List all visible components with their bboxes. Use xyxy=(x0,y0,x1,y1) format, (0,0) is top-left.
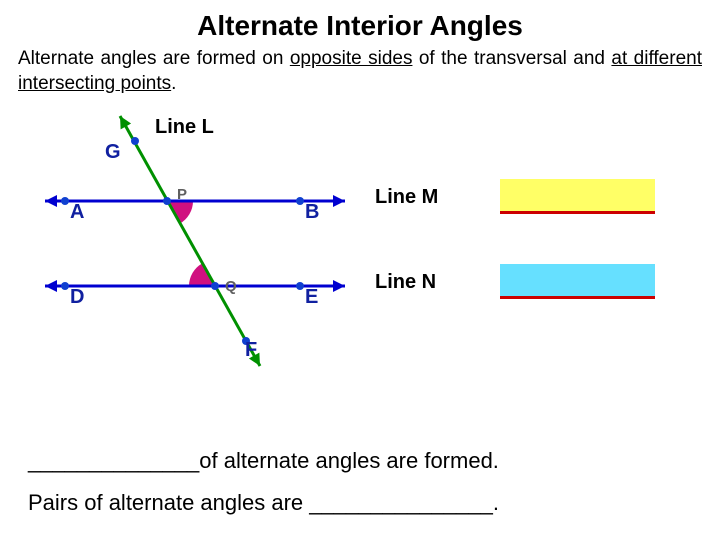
bottom1-suf: of alternate angles are formed. xyxy=(199,448,499,473)
diagram: G A P B D Q E F Line L Line M Line N xyxy=(0,106,720,406)
desc-pre: Alternate angles are formed on xyxy=(18,48,290,69)
label-lineM: Line M xyxy=(375,186,438,209)
label-F: F xyxy=(245,339,257,362)
desc-post: . xyxy=(171,73,176,94)
description: Alternate angles are formed on opposite … xyxy=(0,47,720,106)
desc-u1: opposite sides xyxy=(290,48,413,69)
bottom-line-1: ______________of alternate angles are fo… xyxy=(0,448,720,474)
label-Q: Q xyxy=(225,278,237,295)
bottom2-pre: Pairs of alternate angles are xyxy=(28,490,309,515)
bottom2-suf: . xyxy=(493,490,499,515)
label-D: D xyxy=(70,286,84,309)
label-lineL: Line L xyxy=(155,116,214,139)
desc-mid: of the transversal and xyxy=(412,48,611,69)
label-lineN: Line N xyxy=(375,271,436,294)
blank-box-2 xyxy=(500,264,655,299)
label-E: E xyxy=(305,286,318,309)
page-title: Alternate Interior Angles xyxy=(0,0,720,47)
label-A: A xyxy=(70,201,84,224)
bottom-line-2: Pairs of alternate angles are __________… xyxy=(0,490,720,516)
label-G: G xyxy=(105,141,121,164)
label-B: B xyxy=(305,201,319,224)
blank-box-1 xyxy=(500,179,655,214)
label-P: P xyxy=(177,186,187,203)
